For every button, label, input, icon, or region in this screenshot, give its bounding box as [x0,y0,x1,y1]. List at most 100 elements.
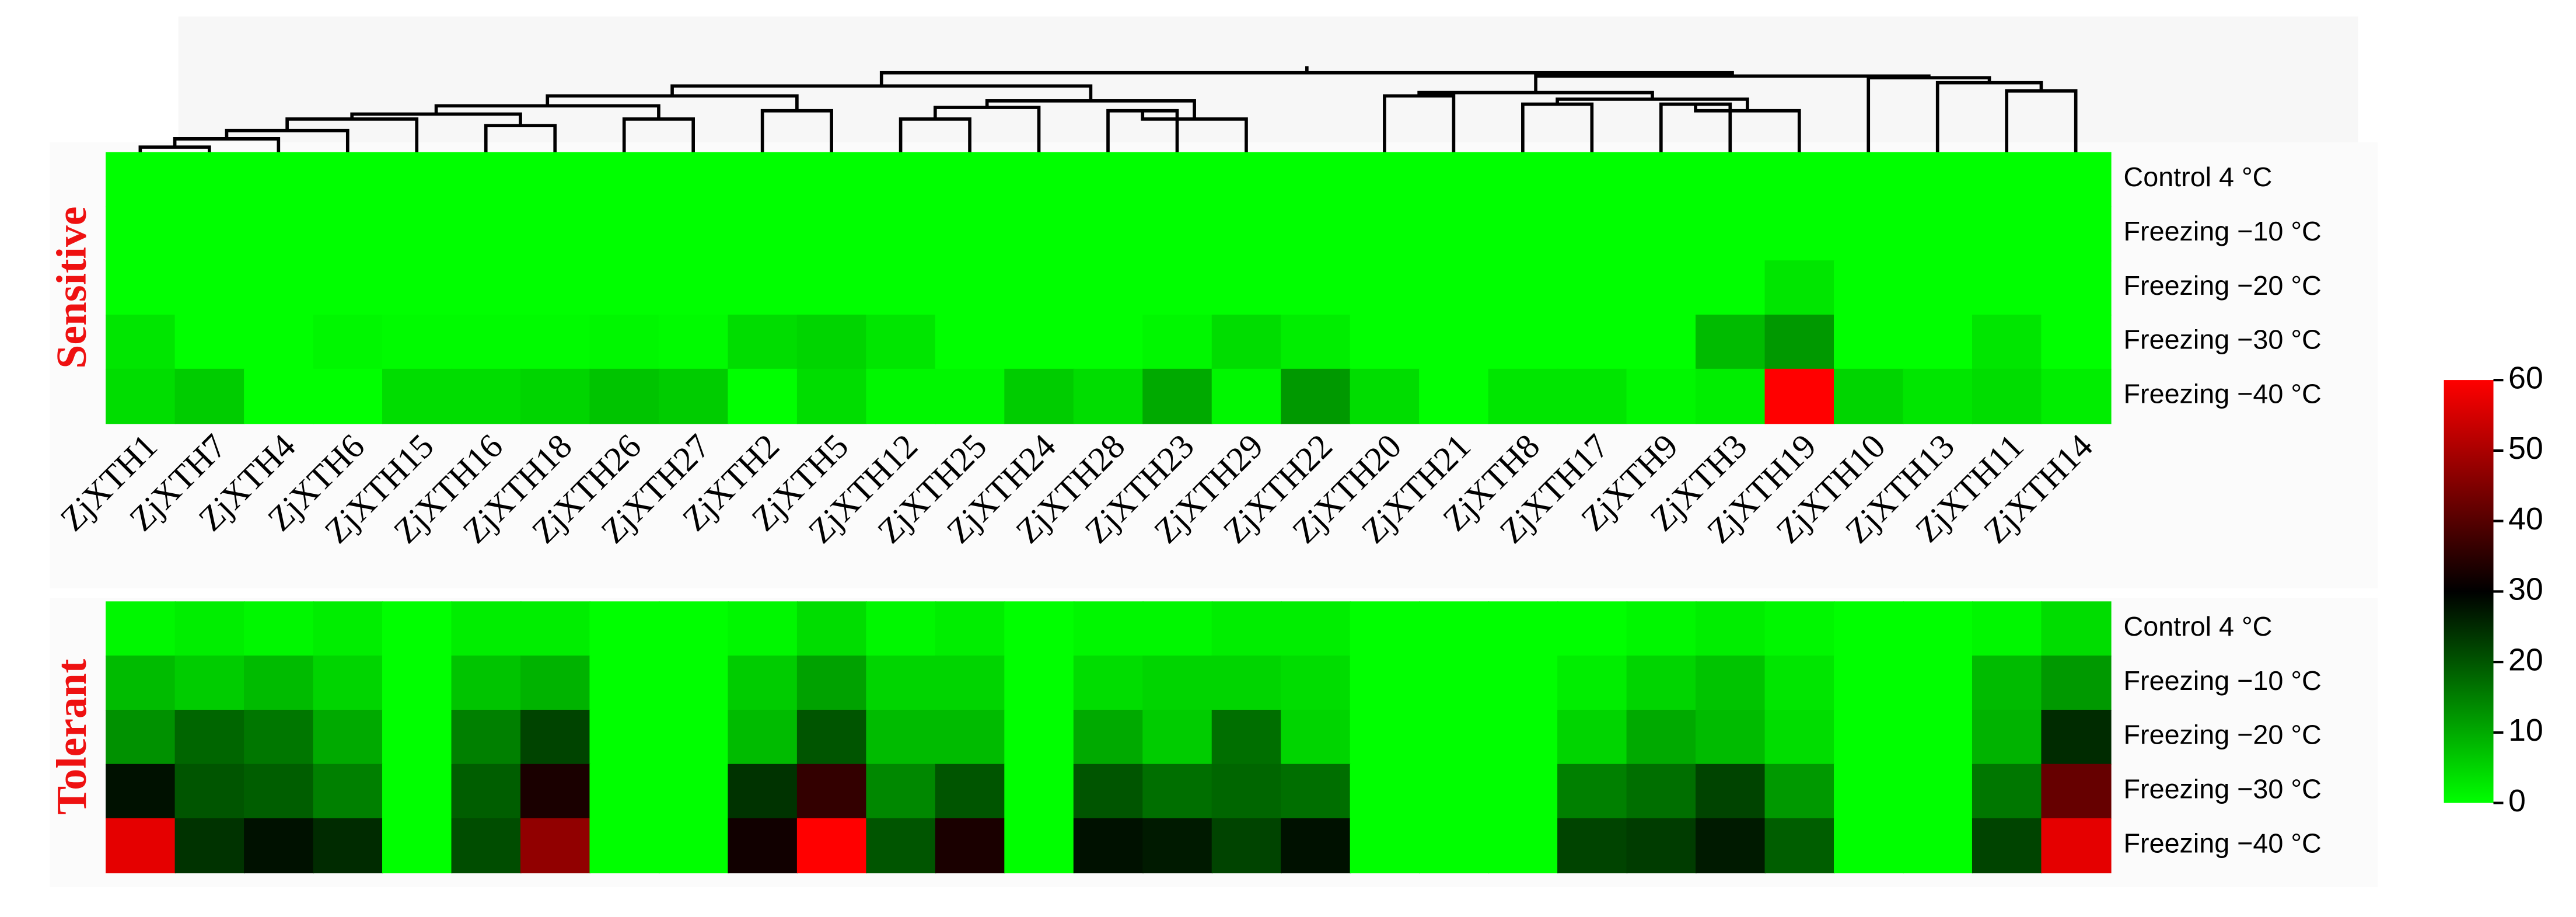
heat-cell [382,601,453,657]
row-label: Freezing −10 °C [2124,216,2322,246]
heat-cell [866,260,936,316]
heat-cell [728,709,798,765]
heat-cell [1350,763,1420,820]
heat-cell [589,152,660,208]
heat-cell [2041,763,2112,820]
heat-cell [1281,818,1351,874]
heat-cell [1073,368,1144,424]
heat-cell [796,818,868,874]
heat-cell [1764,656,1835,711]
color-tick-label: 10 [2508,713,2543,748]
heat-cell [796,601,868,657]
heat-cell [520,656,591,711]
heat-cell [1903,152,1973,208]
heat-cell [106,601,176,657]
heat-cell [658,656,729,711]
heat-cell [1419,818,1490,874]
heat-cell [1696,260,1766,316]
heat-cell [1557,314,1628,370]
heat-cell [2041,818,2112,874]
heat-cell [382,763,453,820]
heat-cell [2041,260,2112,316]
heat-cell [1419,206,1490,261]
heat-cell [1696,314,1766,370]
panel-label: Tolerant [47,658,95,815]
heat-cell [1834,818,1904,874]
heat-cell [589,763,660,820]
heat-cell [1764,709,1835,765]
heat-cell [1073,206,1144,261]
heat-cell [451,601,522,657]
heat-cell [1764,314,1835,370]
row-label: Freezing −40 °C [2124,828,2322,858]
heat-cell [520,260,591,316]
heat-cell [1972,601,2043,657]
heat-cell [1281,656,1351,711]
heat-cell [1626,656,1697,711]
heat-cell [1004,260,1075,316]
color-tick-label: 30 [2508,572,2543,607]
heat-cell [1211,152,1282,208]
panel-label: Sensitive [47,207,95,369]
heat-cell [1281,763,1351,820]
heat-cell [1281,152,1351,208]
heat-cell [451,709,522,765]
heat-cell [658,206,729,261]
heat-cell [106,656,176,711]
heat-cell [1350,260,1420,316]
heat-cell [174,818,245,874]
heat-cell [451,152,522,208]
heat-cell [174,260,245,316]
heat-cell [1972,709,2043,765]
heat-cell [1903,260,1973,316]
heat-cell [935,818,1006,874]
heat-cell [1004,368,1075,424]
heat-cell [106,206,176,261]
heat-cell [1626,368,1697,424]
heat-cell [1626,206,1697,261]
heat-cell [866,763,936,820]
heat-cell [1972,206,2043,261]
heat-cell [589,368,660,424]
heat-cell [935,260,1006,316]
heat-cell [866,601,936,657]
heat-cell [1211,709,1282,765]
heat-cell [174,206,245,261]
heat-cell [1073,152,1144,208]
heat-cell [1557,260,1628,316]
heat-cell [1696,656,1766,711]
heat-cell [935,601,1006,657]
heat-cell [1488,763,1558,820]
heat-cell [1834,314,1904,370]
heat-cell [106,260,176,316]
heat-cell [1834,601,1904,657]
heat-cell [796,152,868,208]
heat-cell [1626,709,1697,765]
heat-cell [796,656,868,711]
heat-cell [1696,601,1766,657]
heat-cell [935,656,1006,711]
color-tick-label: 0 [2508,783,2526,818]
heat-cell [106,368,176,424]
color-tick-label: 50 [2508,431,2543,466]
heat-cell [658,601,729,657]
heat-cell [796,763,868,820]
heat-cell [2041,152,2112,208]
heat-cell [1903,709,1973,765]
heat-cell [1419,763,1490,820]
heat-cell [313,260,383,316]
heat-cell [451,260,522,316]
heat-cell [451,206,522,261]
heat-cell [866,656,936,711]
heat-cell [1350,314,1420,370]
heat-cell [451,763,522,820]
heat-cell [244,206,314,261]
heat-cell [1350,152,1420,208]
heat-cell [1903,601,1973,657]
heat-cell [244,314,314,370]
heat-cell [658,260,729,316]
heat-cell [520,818,591,874]
heat-cell [382,368,453,424]
heat-cell [1834,260,1904,316]
heat-cell [244,260,314,316]
